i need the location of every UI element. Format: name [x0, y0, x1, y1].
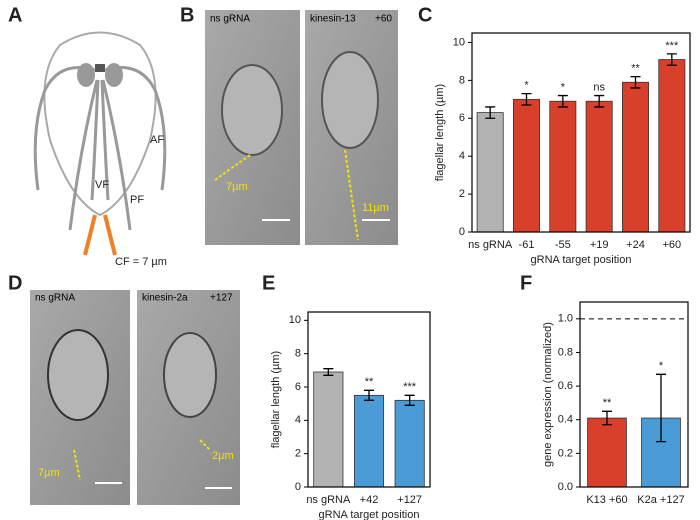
error-bar [521, 92, 532, 106]
significance-label: *** [665, 40, 679, 52]
axes-frame [471, 32, 691, 233]
y-tick-label: 6 [295, 381, 301, 393]
measurement: 7µm [226, 181, 248, 193]
significance-label: ** [365, 376, 374, 388]
x-tick-label: ns gRNA [468, 239, 513, 251]
panel-label: F [520, 272, 532, 294]
x-tick-label: -61 [519, 239, 535, 251]
y-tick-label: 0.0 [558, 481, 573, 493]
y-tick-label: 0.8 [558, 346, 573, 358]
y-tick-label: 0.4 [558, 414, 573, 426]
y-tick-label: 4 [459, 150, 465, 162]
micrograph-label: kinesin-2a [142, 293, 188, 304]
error-bar [404, 394, 415, 406]
bar [513, 98, 540, 233]
significance-label: * [524, 80, 529, 92]
axes-frame [579, 301, 689, 488]
y-tick-label: 0 [295, 481, 301, 493]
bar [394, 399, 425, 488]
bar [658, 59, 686, 233]
y-tick-label: 0.6 [558, 380, 573, 392]
micrograph [30, 290, 240, 505]
panel-label: C [418, 4, 432, 26]
x-tick-label: K13 +60 [586, 494, 627, 506]
y-tick-label: 4 [295, 414, 301, 426]
y-tick-label: 2 [295, 448, 301, 460]
x-axis-label: gRNA target position [531, 254, 632, 266]
error-bar [666, 53, 677, 66]
micrograph [205, 10, 398, 245]
bar [353, 394, 385, 488]
y-tick-label: 10 [453, 36, 465, 48]
bar [476, 112, 504, 233]
error-bar [485, 106, 496, 119]
cell-diagram [33, 31, 167, 231]
y-tick-label: 10 [289, 314, 301, 326]
significance-label: * [561, 81, 566, 93]
panel-label: B [180, 4, 194, 26]
diagram-label: VF [95, 179, 109, 191]
x-tick-label: +42 [360, 494, 379, 506]
y-tick-label: 0.2 [558, 447, 573, 459]
error-bar [630, 75, 641, 89]
error-bar [364, 389, 374, 401]
significance-label: ** [603, 397, 612, 409]
micrograph-label: kinesin-13 [310, 14, 356, 25]
significance-label: *** [403, 381, 417, 393]
x-tick-label: ns gRNA [306, 494, 351, 506]
micrograph-label: +60 [375, 14, 392, 25]
significance-label: ns [593, 81, 605, 93]
error-bar [557, 94, 568, 108]
bar [313, 371, 344, 488]
bar [585, 100, 613, 233]
axes-frame [307, 311, 431, 488]
y-tick-label: 6 [459, 112, 465, 124]
diagram-label: AF [150, 134, 164, 146]
y-axis-label: flagellar length (µm) [434, 84, 446, 181]
panel-label: A [8, 4, 22, 26]
error-bar [323, 368, 334, 376]
measurement: 2µm [212, 450, 234, 462]
panel-label: D [8, 272, 22, 294]
x-tick-label: +19 [590, 239, 609, 251]
diagram-label: CF = 7 µm [115, 256, 167, 268]
x-tick-label: -55 [555, 239, 571, 251]
x-tick-label: +127 [397, 494, 422, 506]
y-tick-label: 1.0 [558, 313, 573, 325]
error-bar [656, 373, 666, 443]
y-axis-label: flagellar length (µm) [270, 351, 282, 448]
micrograph-label: +127 [210, 293, 233, 304]
x-tick-label: +24 [626, 239, 645, 251]
measurement: 11µm [362, 202, 389, 214]
significance-label: ** [631, 62, 640, 74]
bar [549, 100, 577, 233]
micrograph-label: ns gRNA [35, 293, 75, 304]
x-tick-label: K2a +127 [637, 494, 684, 506]
error-bar [602, 410, 612, 426]
y-tick-label: 8 [459, 74, 465, 86]
y-tick-label: 8 [295, 348, 301, 360]
measurement: 7µm [38, 467, 60, 479]
x-tick-label: +60 [662, 239, 681, 251]
bar [587, 417, 627, 488]
y-tick-label: 2 [459, 188, 465, 200]
diagram-label: PF [130, 194, 144, 206]
significance-label: * [659, 360, 664, 372]
x-axis-label: gRNA target position [319, 509, 420, 520]
error-bar [594, 94, 605, 108]
y-tick-label: 0 [459, 226, 465, 238]
bar [622, 81, 649, 233]
micrograph-label: ns gRNA [210, 14, 250, 25]
panel-label: E [262, 272, 275, 294]
caudal-flagella [83, 214, 117, 256]
y-axis-label: gene expression (normalized) [542, 322, 554, 467]
